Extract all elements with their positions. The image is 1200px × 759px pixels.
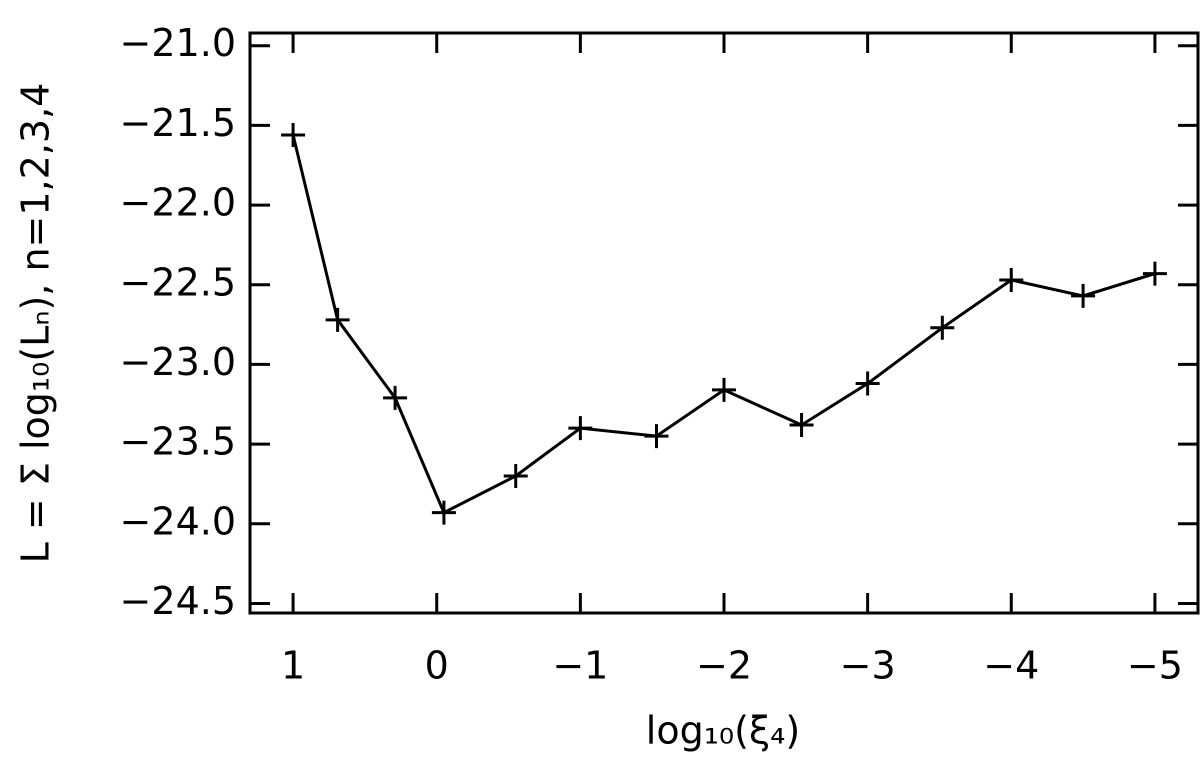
plus-marker [1071, 283, 1096, 308]
y-tick-label: −22.5 [120, 260, 236, 304]
y-tick-label: −23.5 [120, 420, 236, 464]
x-tick-label: −4 [983, 644, 1039, 688]
y-axis-label: L = Σ log₁₀(Lₙ), n=1,2,3,4 [14, 83, 58, 564]
x-tick-label: −1 [552, 644, 608, 688]
plus-marker [855, 371, 880, 396]
x-axis-label: log₁₀(ξ₄) [646, 709, 800, 753]
x-tick-label: −2 [696, 644, 752, 688]
x-tick-label: 1 [281, 644, 305, 688]
y-tick-label: −22.0 [120, 181, 236, 225]
y-tick-label: −21.0 [120, 21, 236, 65]
plus-marker [503, 463, 528, 488]
plot-frame [248, 31, 1200, 615]
plus-marker [789, 412, 814, 437]
y-tick-label: −23.0 [120, 340, 236, 384]
x-tick-label: −3 [840, 644, 896, 688]
y-tick-label: −24.5 [120, 579, 236, 623]
plus-marker [1142, 261, 1167, 286]
x-tick-label: −5 [1127, 644, 1183, 688]
plus-marker [712, 377, 736, 402]
plus-marker [325, 307, 350, 332]
plus-marker [568, 416, 593, 441]
plus-marker [431, 500, 456, 525]
plus-marker [644, 424, 669, 449]
y-tick-label: −21.5 [120, 101, 236, 145]
plus-marker [383, 385, 408, 410]
y-tick-label: −24.0 [120, 499, 236, 543]
data-line [291, 134, 1156, 515]
plus-marker [930, 315, 955, 340]
plus-marker [999, 267, 1024, 292]
plus-marker [281, 122, 306, 147]
x-tick-label: 0 [425, 644, 449, 688]
